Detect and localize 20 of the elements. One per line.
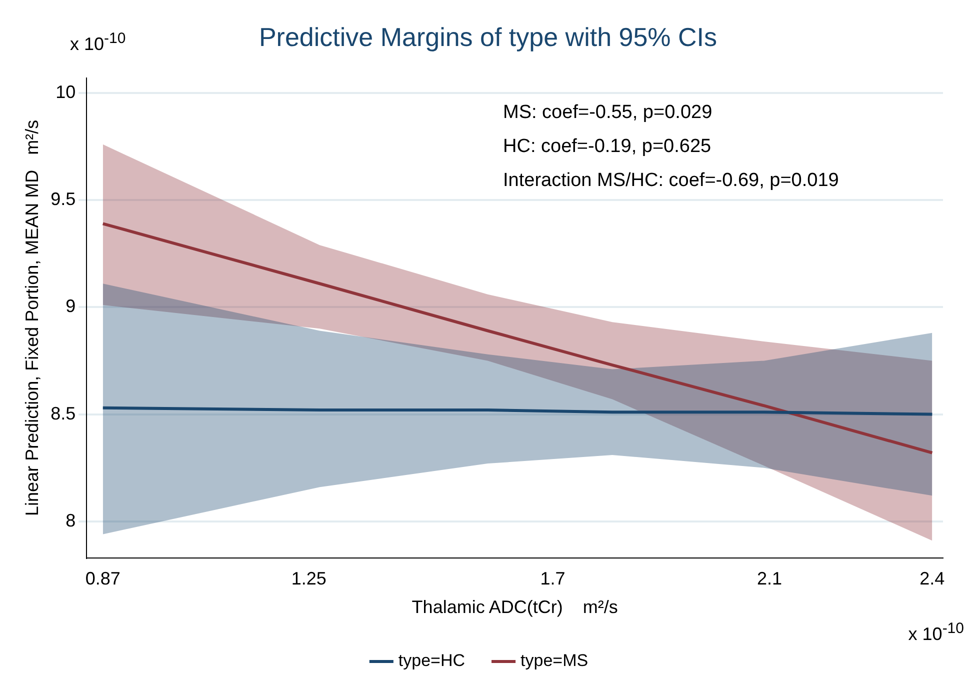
y-tick-label: 9.5 bbox=[50, 189, 76, 210]
annotation: Interaction MS/HC: coef=-0.69, p=0.019 bbox=[503, 169, 839, 193]
legend-label: type=HC bbox=[398, 651, 466, 670]
y-tick-label: 8 bbox=[66, 510, 76, 530]
x-tick-label: 0.87 bbox=[85, 568, 120, 589]
y-tick-label: 10 bbox=[56, 82, 76, 102]
x-tick-label: 2.4 bbox=[920, 568, 945, 589]
x-axis-title: Thalamic ADC(tCr) m²/s bbox=[412, 597, 618, 618]
x-tick-label: 1.25 bbox=[291, 568, 326, 589]
text: x 10$^{-10}$ bbox=[908, 620, 964, 645]
y-tick-label: 9 bbox=[66, 296, 76, 316]
annotation: HC: coef=-0.19, p=0.625 bbox=[503, 135, 712, 159]
y-tick-label: 8.5 bbox=[50, 403, 76, 424]
text: x 10$^{-10}$ bbox=[70, 30, 126, 55]
x-tick-label: 1.7 bbox=[540, 568, 566, 589]
legend-label: type=MS bbox=[520, 651, 588, 670]
x-tick-label: 2.1 bbox=[757, 568, 782, 589]
chart-title: Predictive Margins of type with 95% CIs bbox=[258, 22, 718, 52]
annotation: MS: coef=-0.55, p=0.029 bbox=[503, 101, 714, 125]
y-axis-title: Linear Prediction, Fixed Portion, MEAN MD m²/s bbox=[22, 120, 42, 516]
